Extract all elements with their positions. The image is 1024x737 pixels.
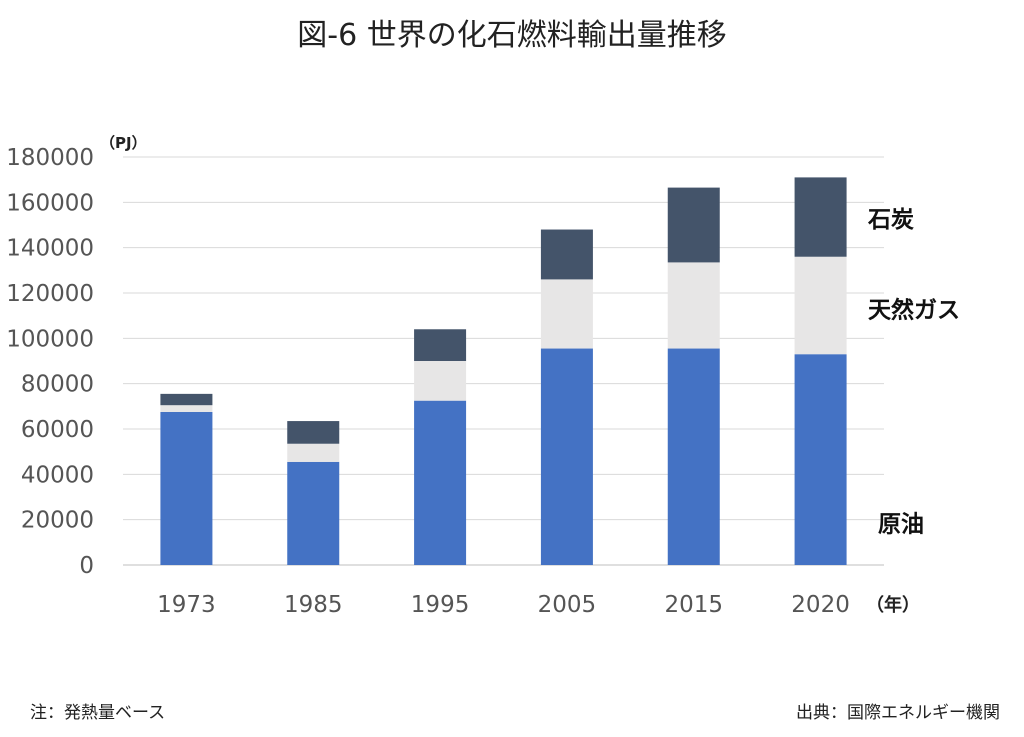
footnote-source: 出典：国際エネルギー機関 [796, 703, 1000, 723]
x-tick-labels: 1973 1985 1995 2005 2015 2020 [157, 592, 850, 618]
bar-segment [540, 279, 593, 349]
bar-segment [414, 361, 467, 401]
x-axis-unit: （年） [866, 594, 920, 616]
bar-segment [540, 229, 593, 280]
y-tick-label: 0 [79, 553, 94, 579]
x-tick-label: 1985 [284, 592, 343, 618]
y-tick-label: 40000 [21, 462, 94, 488]
bar-segment [667, 262, 720, 349]
x-tick-label: 1995 [411, 592, 470, 618]
bar-segment [667, 187, 720, 263]
gridlines [123, 156, 884, 566]
bar-segment [794, 256, 847, 355]
series-label: 天然ガス [868, 296, 960, 323]
x-tick-label: 1973 [157, 592, 216, 618]
y-tick-label: 120000 [6, 281, 94, 307]
x-tick-label: 2020 [791, 592, 850, 618]
y-tick-labels: 0 20000 40000 60000 80000 100000 120000 140000 1… [6, 145, 94, 579]
footnote-note: 注：発熱量ベース [30, 703, 165, 723]
bar-segment [794, 177, 847, 257]
y-tick-label: 100000 [6, 326, 94, 352]
x-tick-label: 2015 [664, 592, 723, 618]
y-tick-label: 140000 [6, 236, 94, 262]
bar-segment [160, 412, 213, 565]
bar-segment [160, 393, 213, 406]
bar-segment [287, 443, 340, 462]
y-axis-unit: （PJ） [100, 134, 147, 152]
series-labels: 原油 天然ガス 石炭 [867, 207, 960, 538]
y-tick-label: 80000 [21, 372, 94, 398]
bar-segment [160, 405, 213, 412]
y-tick-label: 180000 [6, 145, 94, 171]
bar-segment [540, 348, 593, 565]
bar-segment [287, 421, 340, 444]
y-tick-label: 160000 [6, 190, 94, 216]
bar-segment [667, 348, 720, 565]
bar-segment [794, 354, 847, 565]
chart-title: 図-6 世界の化石燃料輸出量推移 [297, 18, 726, 53]
y-tick-label: 20000 [21, 508, 94, 534]
bar-segment [414, 329, 467, 361]
bars [160, 177, 847, 565]
x-tick-label: 2005 [538, 592, 597, 618]
y-tick-label: 60000 [21, 417, 94, 443]
bar-segment [287, 461, 340, 565]
bar-segment [414, 400, 467, 565]
series-label: 原油 [878, 512, 924, 538]
series-label: 石炭 [867, 207, 914, 233]
